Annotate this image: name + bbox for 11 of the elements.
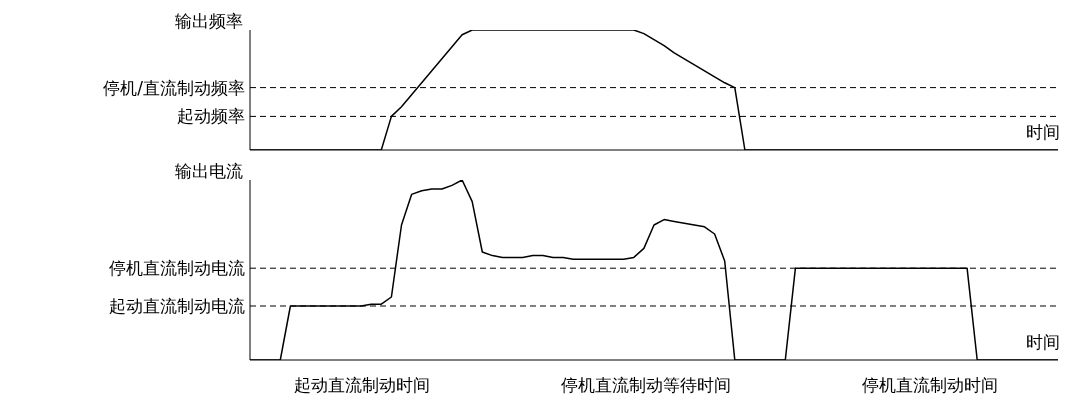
text: 起动直流制动时间 <box>293 374 430 397</box>
ref-line-label: 停机直流制动电流 <box>109 258 245 279</box>
text: 停机直流制动等待时间 <box>560 374 731 397</box>
ref-line-label: 起动频率 <box>177 106 245 127</box>
text: 停机直流制动时间 <box>862 374 999 397</box>
x-axis-title: 时间 <box>1026 331 1060 354</box>
ref-line-label: 起动直流制动电流 <box>109 296 245 317</box>
y-axis-title: 输出频率 <box>174 10 243 33</box>
x-axis-title: 时间 <box>1026 121 1060 144</box>
y-axis-title: 输出电流 <box>174 160 243 183</box>
ref-line-label: 停机/直流制动频率 <box>103 77 245 98</box>
